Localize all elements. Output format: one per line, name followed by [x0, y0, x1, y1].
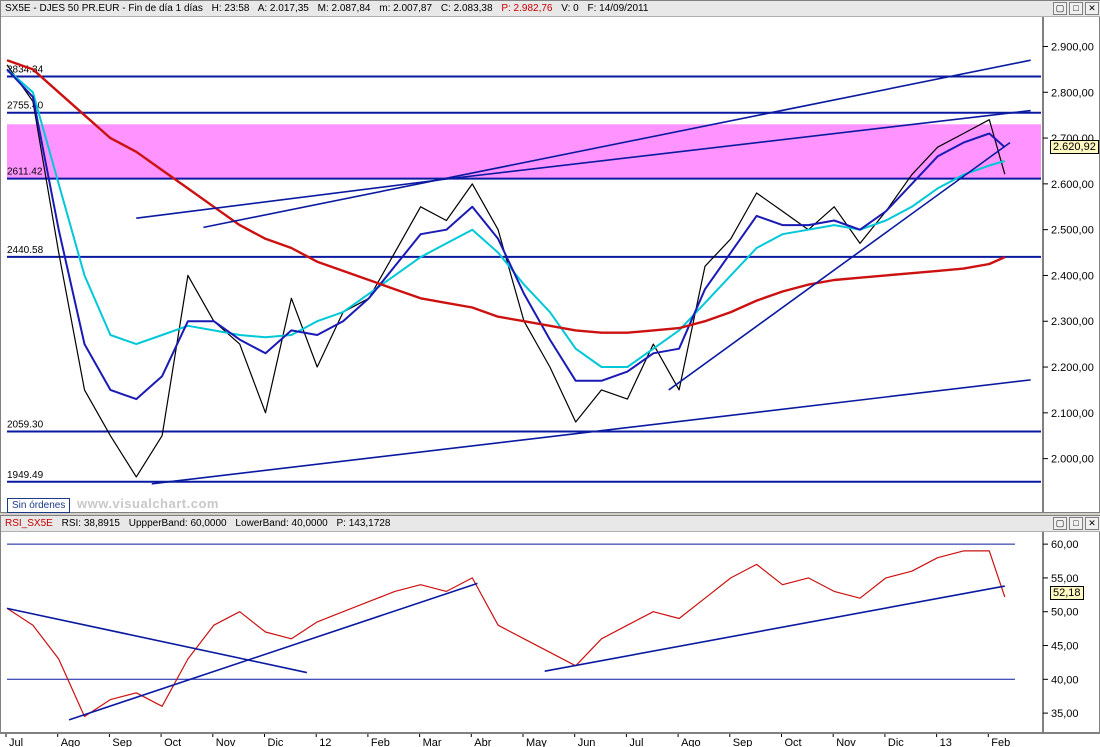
rsi-name-label: RSI_SX5E — [5, 518, 53, 529]
date-label: Nov — [836, 737, 856, 747]
y-tick-label: 55,00 — [1051, 573, 1079, 585]
date-label: Dic — [268, 737, 284, 747]
volume-label: V: 0 — [561, 3, 579, 14]
date-label: Feb — [371, 737, 390, 747]
y-tick-label: 2.400,00 — [1051, 270, 1094, 282]
y-tick-label: 2.000,00 — [1051, 454, 1094, 466]
date-label: May — [526, 737, 547, 747]
trend-line — [451, 109, 1031, 180]
rsi-chart-svg: 60,00 55,00 50,00 45,00 40,00 35,00 — [6, 532, 1079, 732]
date-label: Jun — [578, 737, 596, 747]
level-label: 2611.42 — [7, 167, 43, 178]
close-label: C: 2.083,38 — [440, 3, 493, 14]
date-label: Sep — [733, 737, 753, 747]
price-chart-svg: 2.900,002.800,002.700,002.600,002.500,00… — [6, 17, 1094, 512]
date-label: Ago — [681, 737, 701, 747]
rsi-window-controls: ▢ □ ✕ — [1053, 517, 1099, 530]
date-label: F: 14/09/2011 — [587, 3, 649, 14]
series-line-1 — [6, 68, 1006, 368]
trend-line — [6, 607, 308, 674]
date-label: Jul — [629, 737, 643, 747]
date-axis: Jul Ago Sep Oct Nov Dic 12 Feb Mar Abr May Jun Jul Ag… — [0, 733, 1100, 747]
y-tick-label: 2.200,00 — [1051, 362, 1094, 374]
series-line-0 — [6, 550, 1006, 718]
trend-line — [68, 582, 478, 721]
rsi-minimize-button[interactable]: ▢ — [1053, 517, 1067, 530]
rsi-value-label: RSI: 38,8915 — [61, 518, 120, 529]
trend-line — [668, 141, 1011, 391]
open-label: A: 2.017,35 — [257, 3, 309, 14]
level-label: 2755.40 — [7, 101, 44, 112]
date-label: Dic — [888, 737, 904, 747]
level-label: 2440.58 — [7, 245, 44, 256]
y-tick-label: 2.100,00 — [1051, 408, 1094, 420]
date-label: Nov — [216, 737, 236, 747]
date-label: Mar — [423, 737, 442, 747]
y-tick-label: 40,00 — [1051, 674, 1079, 686]
trend-line — [544, 585, 1005, 672]
y-tick-label: 35,00 — [1051, 708, 1079, 720]
close-button[interactable]: ✕ — [1085, 2, 1099, 15]
trend-line — [151, 379, 1031, 485]
date-label: Oct — [785, 737, 802, 747]
y-tick-label: 2.600,00 — [1051, 179, 1094, 191]
price-chart-panel[interactable]: SX5E - DJES 50 PR.EUR - Fin de día 1 día… — [0, 0, 1100, 513]
price-panel-header: SX5E - DJES 50 PR.EUR - Fin de día 1 día… — [1, 1, 1100, 17]
no-orders-button[interactable]: Sin órdenes — [7, 498, 71, 513]
price-last-value: 2.620,92 — [1050, 140, 1099, 154]
series-line-3 — [6, 59, 1006, 334]
rsi-maximize-button[interactable]: □ — [1069, 517, 1083, 530]
level-label: 2834.34 — [7, 65, 44, 76]
date-label: Ago — [61, 737, 81, 747]
date-label: Feb — [991, 737, 1010, 747]
date-label: 13 — [940, 737, 952, 747]
date-label: Abr — [474, 737, 491, 747]
level-label: 2059.30 — [7, 419, 44, 430]
minimize-button[interactable]: ▢ — [1053, 2, 1067, 15]
y-tick-label: 2.500,00 — [1051, 225, 1094, 237]
date-label: Sep — [112, 737, 132, 747]
rsi-upper-label: UppperBand: 60,0000 — [128, 518, 227, 529]
date-label: Jul — [9, 737, 23, 747]
high-label: M: 2.087,84 — [317, 3, 371, 14]
date-axis-svg: Jul Ago Sep Oct Nov Dic 12 Feb Mar Abr May Jun Jul Ag… — [5, 734, 1010, 747]
symbol-label: SX5E - DJES 50 PR.EUR - Fin de día 1 día… — [5, 3, 203, 14]
price-window-controls: ▢ □ ✕ — [1053, 2, 1099, 15]
rsi-panel-header: RSI_SX5E RSI: 38,8915 UppperBand: 60,000… — [1, 516, 1100, 532]
level-label: 1949.49 — [7, 470, 44, 481]
low-label: m: 2.007,87 — [379, 3, 433, 14]
rsi-last-value: 52,18 — [1050, 586, 1084, 600]
rsi-p-label: P: 143,1728 — [336, 518, 391, 529]
y-tick-label: 50,00 — [1051, 607, 1079, 619]
date-label: 12 — [319, 737, 331, 747]
y-tick-label: 2.800,00 — [1051, 87, 1094, 99]
y-tick-label: 2.300,00 — [1051, 316, 1094, 328]
rsi-chart-panel[interactable]: RSI_SX5E RSI: 38,8915 UppperBand: 60,000… — [0, 515, 1100, 733]
y-tick-label: 2.900,00 — [1051, 41, 1094, 53]
p-label: P: 2.982,76 — [501, 3, 553, 14]
y-tick-label: 60,00 — [1051, 539, 1079, 551]
maximize-button[interactable]: □ — [1069, 2, 1083, 15]
date-label: Oct — [164, 737, 181, 747]
trend-line — [136, 177, 452, 219]
watermark: www.visualchart.com — [77, 496, 219, 511]
rsi-lower-label: LowerBand: 40,0000 — [235, 518, 328, 529]
y-tick-label: 45,00 — [1051, 641, 1079, 653]
time-label: H: 23:58 — [211, 3, 250, 14]
trend-line — [203, 59, 1031, 229]
rsi-close-button[interactable]: ✕ — [1085, 517, 1099, 530]
series-line-2 — [6, 68, 1006, 401]
